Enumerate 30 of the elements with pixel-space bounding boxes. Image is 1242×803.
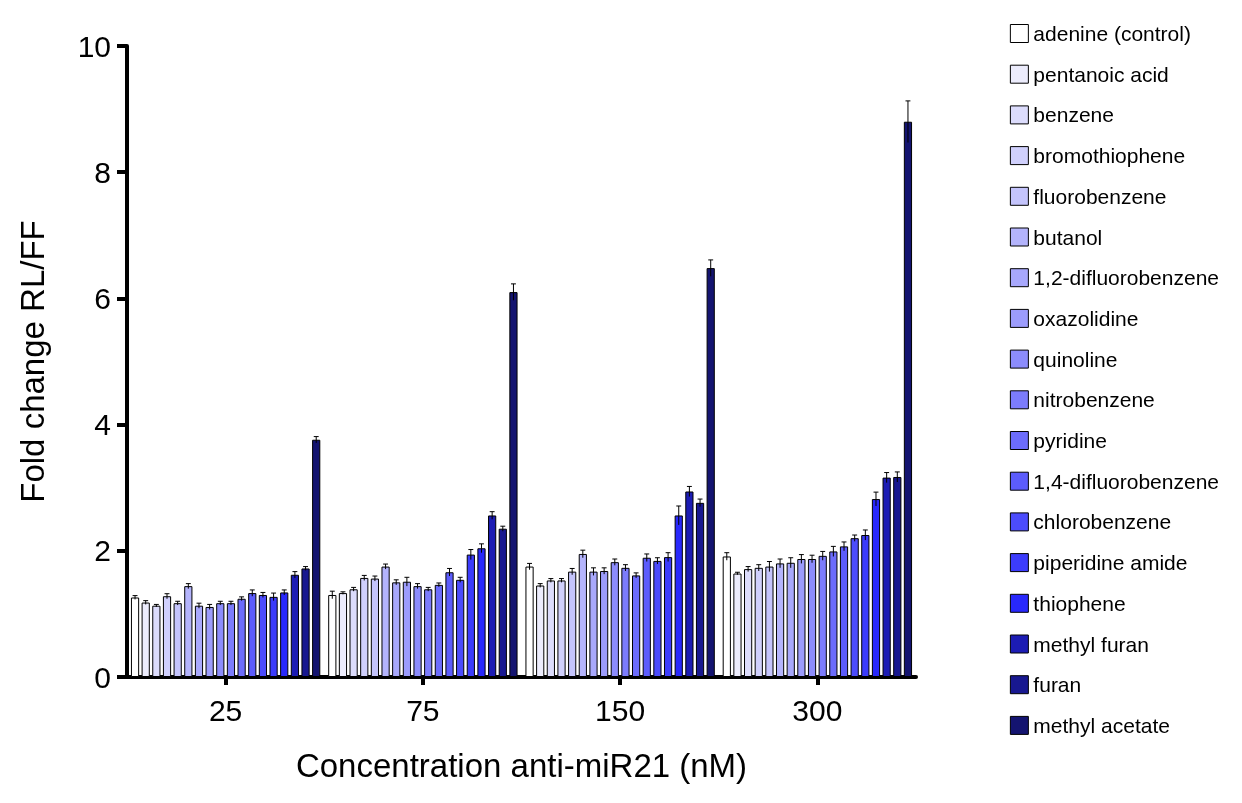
legend-label: furan <box>1033 673 1082 697</box>
legend-label: piperidine amide <box>1033 551 1188 575</box>
legend-label: benzene <box>1033 103 1114 127</box>
legend-label: methyl acetate <box>1033 713 1170 737</box>
legend-label: methyl furan <box>1033 632 1149 656</box>
legend-label: adenine (control) <box>1033 22 1191 45</box>
legend-label: bromothiophene <box>1033 144 1186 168</box>
y-tick-label: 0 <box>94 660 111 694</box>
x-axis-title: Concentration anti-miR21 (nM) <box>295 747 748 784</box>
x-tick-label: 75 <box>406 693 440 727</box>
legend-label: 1,2-difluorobenzene <box>1033 266 1219 290</box>
legend-label: quinoline <box>1033 347 1118 371</box>
legend-label: fluorobenzene <box>1033 184 1167 208</box>
y-tick-label: 4 <box>94 408 111 442</box>
y-tick-label: 2 <box>94 534 111 568</box>
x-tick-label: 150 <box>595 693 646 727</box>
legend-label: pentanoic acid <box>1033 62 1169 86</box>
legend-label: butanol <box>1033 225 1103 249</box>
y-tick-label: 10 <box>77 29 111 63</box>
legend-label: thiophene <box>1033 591 1126 615</box>
legend-label: nitrobenzene <box>1033 388 1155 412</box>
legend-label: oxazolidine <box>1033 306 1139 330</box>
y-tick-label: 6 <box>94 281 111 315</box>
legend-label: pyridine <box>1033 429 1107 452</box>
legend-label: 1,4-difluorobenzene <box>1033 469 1219 493</box>
x-tick-label: 25 <box>208 693 243 727</box>
y-axis-title: Fold change RL/FF <box>14 220 51 503</box>
legend-label: chlorobenzene <box>1033 510 1172 534</box>
y-tick-label: 8 <box>94 155 111 189</box>
x-tick-label: 300 <box>792 693 843 727</box>
